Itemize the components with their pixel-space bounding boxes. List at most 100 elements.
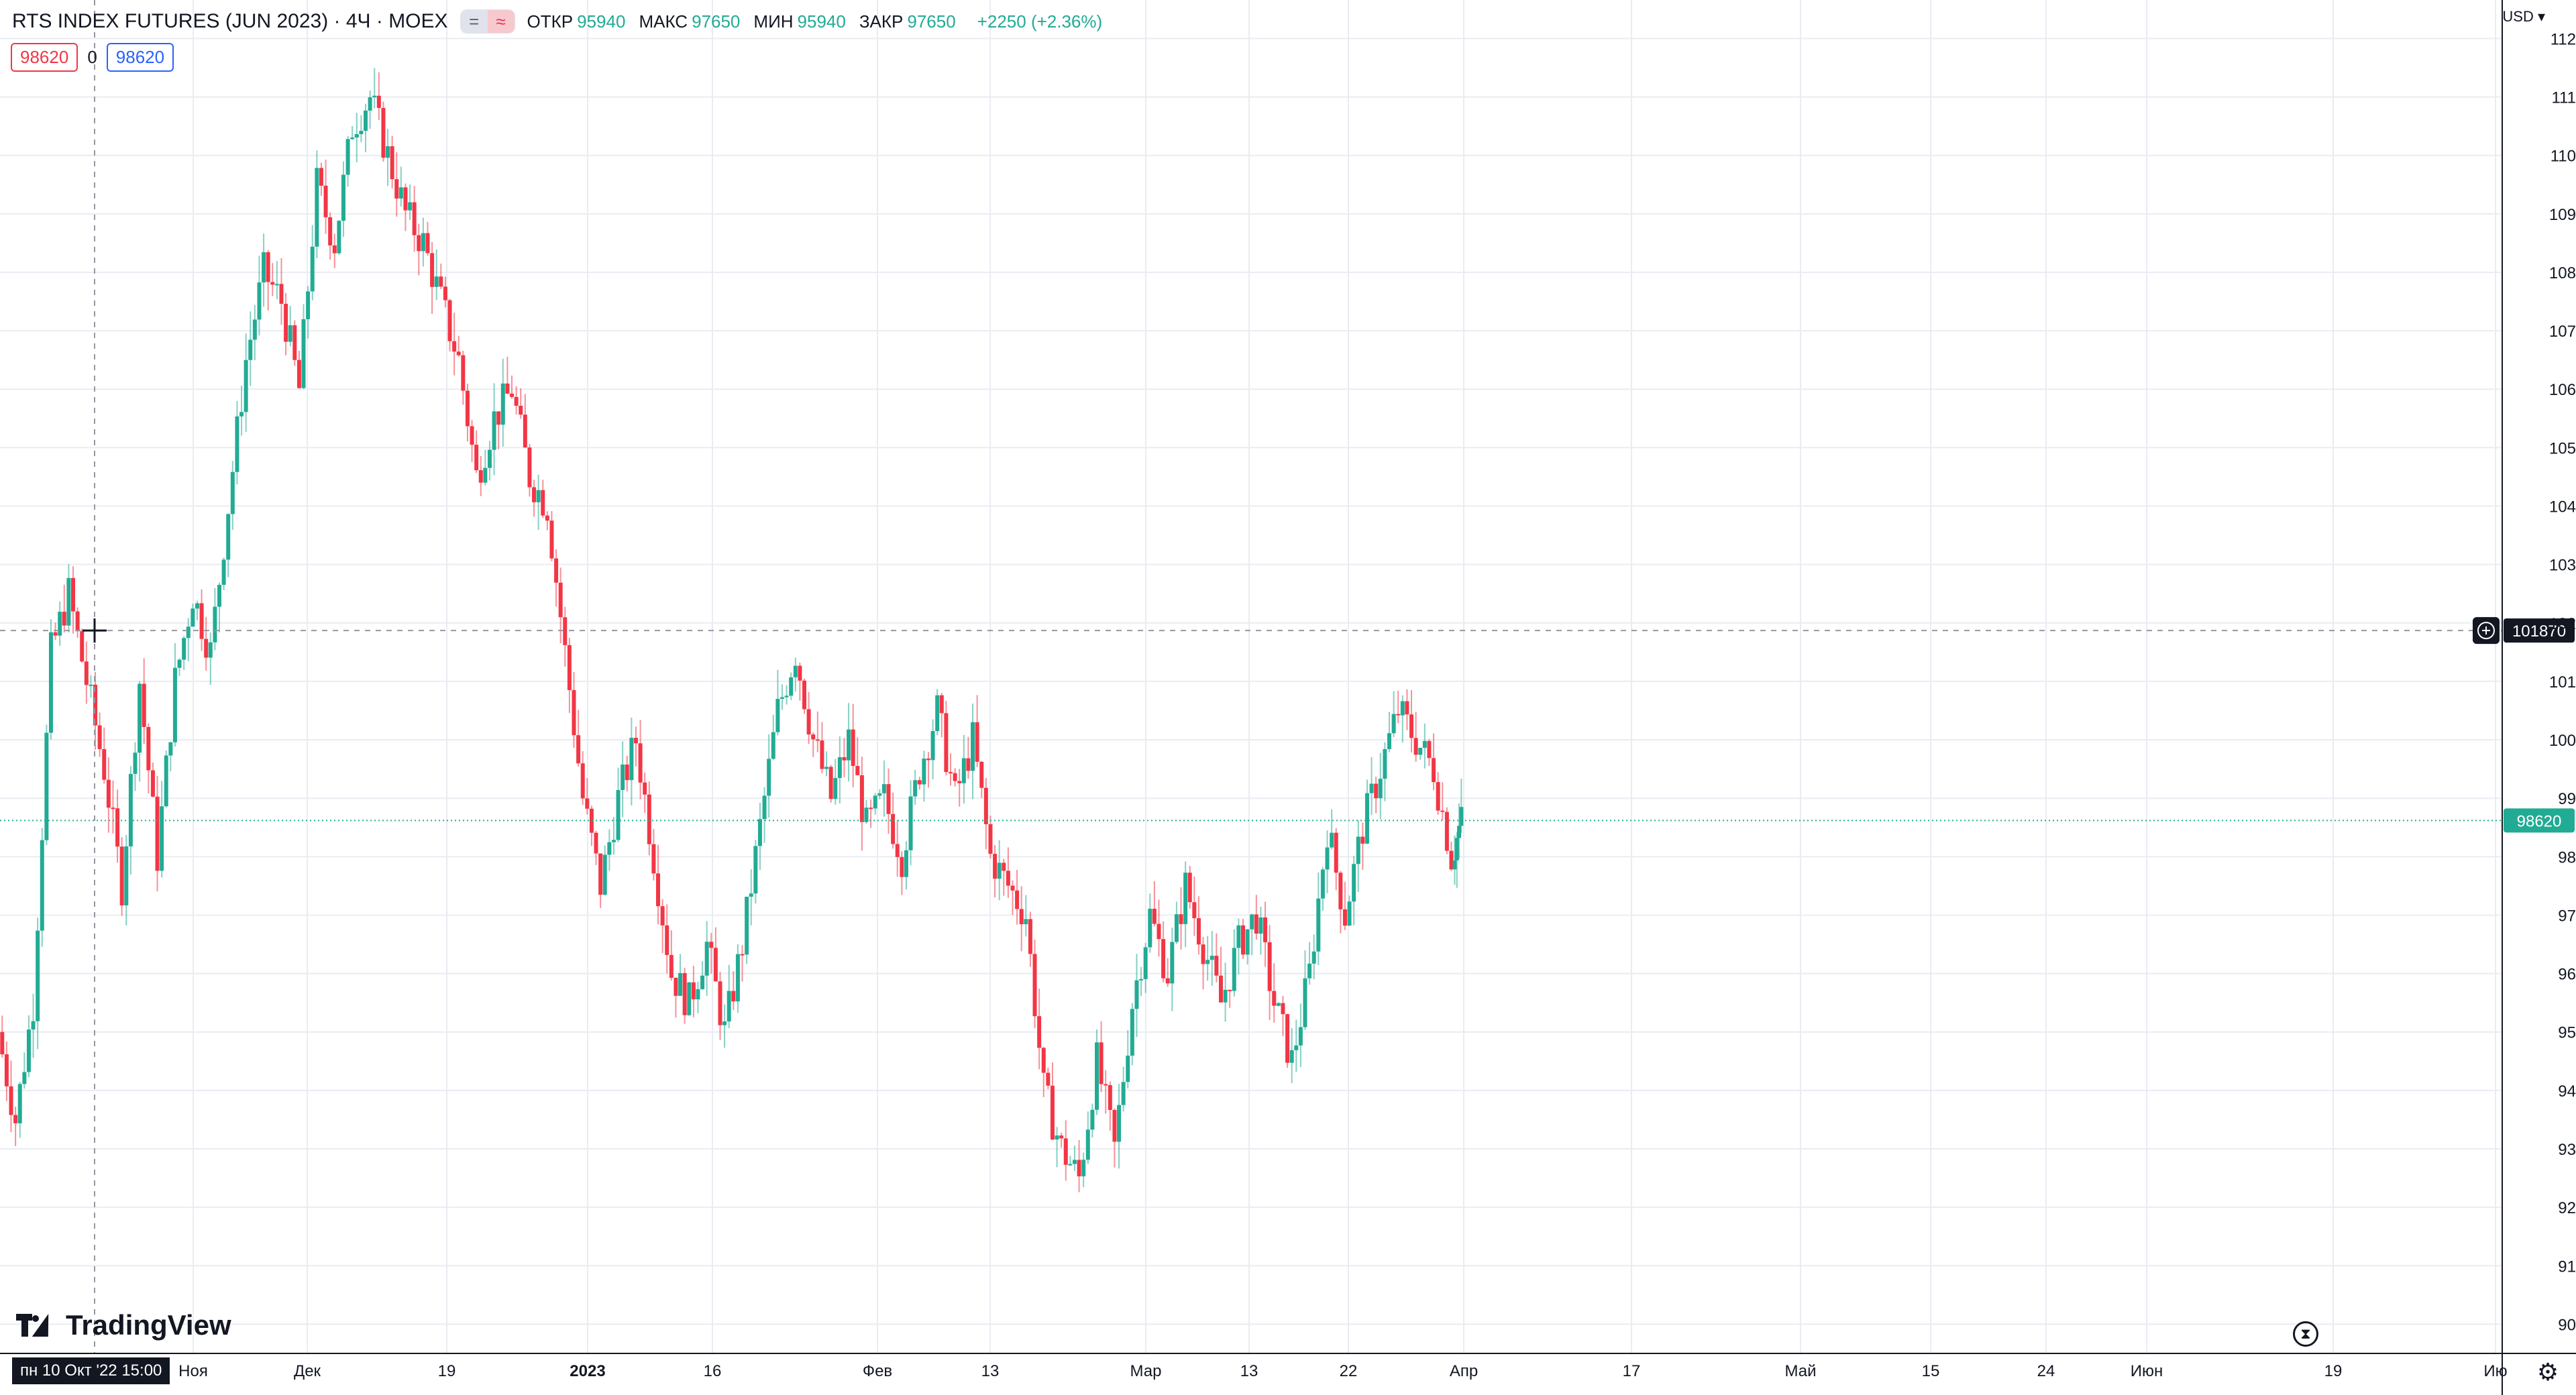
equal-icon[interactable]: = [460,10,488,33]
currency-selector[interactable]: USD ▾ [2502,8,2545,25]
time-tick-label: Апр [1450,1362,1478,1380]
gear-icon[interactable]: ⚙ [2536,1358,2559,1386]
candle [235,400,239,485]
candle-body [1422,740,1427,748]
candle [133,742,138,791]
candle-body [146,726,151,771]
candle [1236,918,1241,974]
candle [328,212,333,260]
candle-body [988,824,993,854]
approx-icon[interactable]: ≈ [487,10,515,33]
visibility-toggle[interactable]: = ≈ [460,9,515,34]
candle [1422,723,1427,769]
candle [1032,940,1037,1029]
candle-body [350,137,355,140]
candle [811,732,816,757]
time-tick-label: 15 [1922,1362,1940,1380]
candle [1126,1029,1130,1089]
candle [696,981,700,1013]
candle-body [762,795,767,820]
candle-body [257,282,262,320]
candle-body [172,667,177,742]
candle [1095,1029,1099,1115]
candle [66,564,71,632]
candle [855,737,860,776]
symbol-title[interactable]: RTS INDEX FUTURES (JUN 2023) · 4Ч · MOEX [12,10,448,32]
price-tick-label: 94000 [2558,1082,2576,1101]
candle [364,103,368,152]
candle [1391,691,1396,738]
quantity-value[interactable]: 0 [87,47,97,67]
time-tick-label: 13 [981,1362,1000,1380]
candle-body [873,795,877,809]
candle-body [607,842,612,855]
candle [4,1041,9,1101]
candle [891,792,896,849]
candle-body [1241,925,1245,955]
candle-body [877,793,882,796]
candle-body [270,282,275,285]
candle-body [1201,944,1205,964]
candle-body [191,608,195,627]
candle [935,689,940,736]
candle [1444,807,1449,854]
candle [177,658,182,676]
candle [1413,712,1418,762]
candle [62,584,66,633]
price-tick-label: 112000 [2551,30,2576,48]
candle [390,135,394,189]
candle [886,768,891,834]
price-tick-label: 110000 [2551,148,2576,166]
candle-body [953,773,957,781]
candle-body [1187,873,1192,903]
candle [36,917,40,1050]
candle-body [660,906,665,926]
candle [262,233,266,307]
candle-body [226,514,231,560]
candle-body [430,253,435,287]
candle [213,588,217,651]
candle-body [784,695,789,698]
candle [310,225,315,300]
candle-body [594,832,598,854]
candle-body [713,948,718,982]
candle [1192,876,1197,936]
candle [89,675,93,698]
candle-body [1325,847,1330,870]
candle [1334,828,1338,891]
candle [757,802,762,870]
candle [536,474,541,530]
candle [1364,779,1369,844]
candle [1272,963,1277,1023]
buy-button[interactable]: 98620 [106,43,174,72]
candle-body [1311,951,1316,964]
candle [997,840,1002,901]
candle [111,780,115,834]
price-axis[interactable]: 112000 111000 110000 109000 108000 107000 1060… [2502,0,2576,1395]
hourglass-icon[interactable]: ⧗ [2293,1321,2318,1347]
candle-body [993,854,998,879]
open-label: ОТКР [527,11,574,32]
sell-button[interactable]: 98620 [11,43,78,72]
candle [75,607,80,638]
candle-body [1378,779,1383,799]
candle-body [926,759,930,761]
candle [669,930,674,981]
low-label: МИН [753,11,794,32]
candle-body [364,110,368,131]
tradingview-logo[interactable]: TradingView [16,1309,231,1341]
candle-body [1165,978,1170,984]
candle [1223,962,1228,1022]
candle [44,724,49,846]
candle-body [368,97,372,111]
candle-body [855,766,860,775]
candle [160,781,164,878]
candle-body [1452,860,1457,870]
time-axis[interactable]: Ноя Дек 19 2023 16 Фев 13 Мар 13 22 Апр 17 Май 15 24 Ию… [0,1353,2576,1380]
candle [221,557,226,591]
candle [780,684,784,710]
price-tick-label: 91000 [2558,1258,2576,1276]
candle-body [208,642,213,658]
candle [408,184,413,221]
